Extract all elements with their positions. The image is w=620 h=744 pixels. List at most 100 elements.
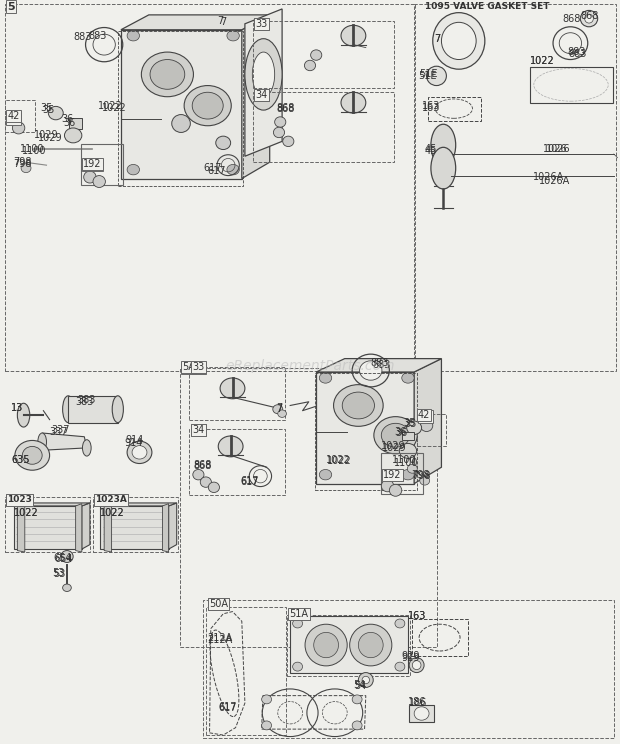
Ellipse shape xyxy=(395,619,405,628)
Text: 186: 186 xyxy=(408,697,427,708)
Text: 1023A: 1023A xyxy=(95,496,127,504)
Ellipse shape xyxy=(227,164,239,175)
Ellipse shape xyxy=(193,469,204,480)
Ellipse shape xyxy=(220,378,245,399)
Polygon shape xyxy=(121,30,242,179)
Ellipse shape xyxy=(93,176,105,187)
Text: 163: 163 xyxy=(408,611,427,621)
Text: 929: 929 xyxy=(402,651,420,661)
Text: 5A: 5A xyxy=(182,363,195,373)
Ellipse shape xyxy=(304,60,316,71)
Polygon shape xyxy=(42,433,87,450)
Ellipse shape xyxy=(350,624,392,666)
Ellipse shape xyxy=(216,136,231,150)
Polygon shape xyxy=(402,432,414,440)
Text: 33: 33 xyxy=(192,363,205,373)
Text: 337: 337 xyxy=(50,426,68,437)
Text: 1100: 1100 xyxy=(394,458,418,468)
Text: 53: 53 xyxy=(53,569,66,580)
Ellipse shape xyxy=(273,127,285,138)
Text: 53: 53 xyxy=(52,568,64,578)
Ellipse shape xyxy=(358,632,383,658)
Bar xyxy=(414,4,616,371)
Polygon shape xyxy=(290,616,408,673)
Text: eReplacementParts.com: eReplacementParts.com xyxy=(225,359,395,373)
Ellipse shape xyxy=(21,164,31,173)
Text: 868: 868 xyxy=(276,104,294,115)
Text: 798: 798 xyxy=(411,469,430,480)
Bar xyxy=(206,607,286,735)
Ellipse shape xyxy=(283,136,294,147)
Ellipse shape xyxy=(314,632,339,658)
Polygon shape xyxy=(409,705,434,722)
Polygon shape xyxy=(100,503,177,506)
Text: 192: 192 xyxy=(383,469,402,480)
Polygon shape xyxy=(245,9,282,156)
Text: 1022: 1022 xyxy=(98,100,123,111)
Ellipse shape xyxy=(412,661,421,670)
Text: 51E: 51E xyxy=(419,69,438,80)
Text: 54: 54 xyxy=(355,681,367,691)
Text: 929: 929 xyxy=(402,653,420,664)
Ellipse shape xyxy=(293,619,303,628)
Ellipse shape xyxy=(262,721,272,730)
Ellipse shape xyxy=(381,480,394,492)
Ellipse shape xyxy=(407,421,422,434)
Ellipse shape xyxy=(407,464,417,473)
Text: 45: 45 xyxy=(424,144,436,154)
Text: 163: 163 xyxy=(422,100,440,111)
Ellipse shape xyxy=(112,396,123,423)
Bar xyxy=(189,429,285,495)
Ellipse shape xyxy=(184,86,231,126)
Text: 868: 868 xyxy=(193,461,212,471)
Text: 798: 798 xyxy=(412,471,431,481)
Text: 635: 635 xyxy=(11,455,30,465)
Ellipse shape xyxy=(381,423,410,447)
Text: 7: 7 xyxy=(276,403,282,413)
Text: 51E: 51E xyxy=(418,71,436,81)
Text: 883: 883 xyxy=(371,358,389,368)
Text: 7: 7 xyxy=(434,33,440,44)
Ellipse shape xyxy=(38,433,46,451)
Text: 192: 192 xyxy=(83,160,102,170)
Ellipse shape xyxy=(342,392,374,419)
Text: 212A: 212A xyxy=(207,633,232,644)
Text: 51A: 51A xyxy=(290,609,309,619)
Ellipse shape xyxy=(15,440,50,470)
Ellipse shape xyxy=(63,396,74,423)
Text: 798: 798 xyxy=(14,159,32,170)
Ellipse shape xyxy=(245,39,282,110)
Ellipse shape xyxy=(127,164,140,175)
Text: 42: 42 xyxy=(7,111,20,121)
Ellipse shape xyxy=(319,469,332,480)
Text: 51A: 51A xyxy=(290,609,309,619)
Text: 7: 7 xyxy=(277,404,283,414)
Text: 212A: 212A xyxy=(207,635,232,645)
Text: 337: 337 xyxy=(51,425,69,435)
Text: 617: 617 xyxy=(218,703,237,713)
Ellipse shape xyxy=(93,34,115,55)
Ellipse shape xyxy=(402,469,414,480)
Text: 1026: 1026 xyxy=(543,144,568,154)
Polygon shape xyxy=(69,118,82,129)
Text: 50A: 50A xyxy=(209,599,228,609)
Ellipse shape xyxy=(414,707,429,720)
Text: 35: 35 xyxy=(403,417,415,428)
Ellipse shape xyxy=(132,446,147,459)
Ellipse shape xyxy=(319,373,332,383)
Polygon shape xyxy=(121,15,270,30)
Bar xyxy=(253,21,394,88)
Ellipse shape xyxy=(84,171,96,183)
Text: 35: 35 xyxy=(404,419,417,429)
Ellipse shape xyxy=(200,477,211,487)
Ellipse shape xyxy=(420,476,430,485)
Text: 192: 192 xyxy=(83,158,102,169)
Polygon shape xyxy=(14,503,90,506)
Text: 42: 42 xyxy=(7,114,20,124)
Ellipse shape xyxy=(227,31,239,41)
Ellipse shape xyxy=(127,31,140,41)
Text: 868: 868 xyxy=(580,11,599,22)
Text: 635: 635 xyxy=(11,455,30,465)
Text: 5: 5 xyxy=(7,1,15,12)
Text: 654: 654 xyxy=(55,554,73,565)
